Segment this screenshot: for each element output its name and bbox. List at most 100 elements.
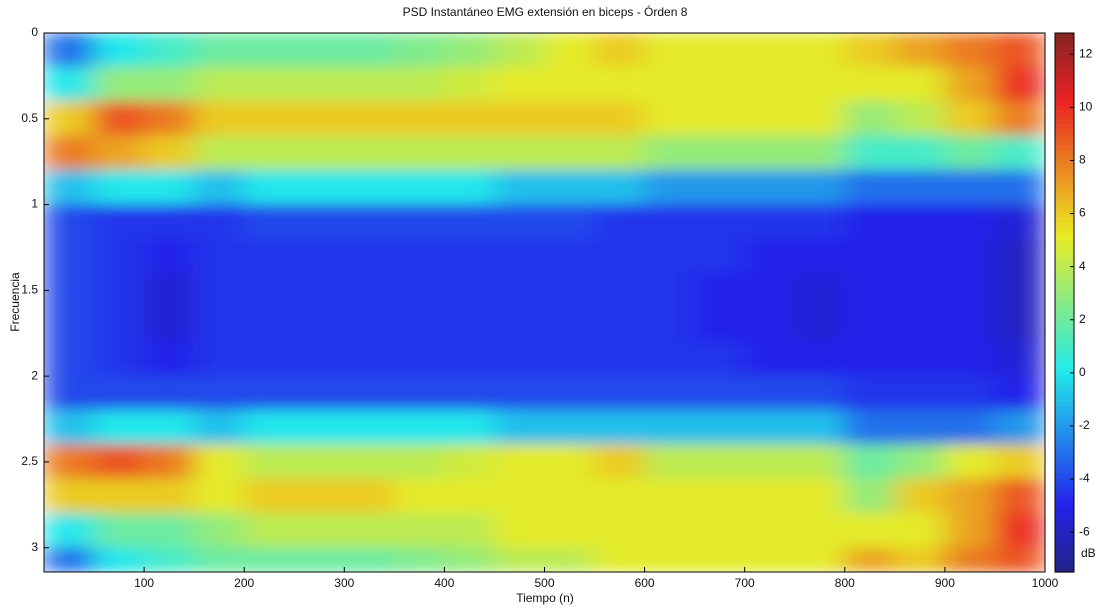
colorbar-step [1055, 212, 1074, 218]
heatmap-cell [393, 444, 445, 480]
heatmap-cell [293, 66, 345, 103]
x-tick-label: 200 [234, 576, 254, 590]
heatmap-cell [143, 238, 195, 274]
heatmap-cell [744, 512, 796, 549]
heatmap-cell [794, 444, 846, 480]
heatmap-cell [944, 272, 996, 309]
colorbar-step [1055, 459, 1074, 465]
heatmap-cell [594, 375, 646, 411]
heatmap-cell [994, 375, 1045, 411]
colorbar-step [1055, 531, 1074, 537]
heatmap-cell [293, 169, 345, 206]
heatmap-cell [644, 341, 696, 377]
heatmap-cell [544, 101, 596, 137]
heatmap-cell [594, 547, 646, 572]
heatmap-cell [193, 307, 245, 343]
heatmap-cell [493, 341, 545, 377]
heatmap-cell [243, 547, 295, 572]
colorbar-step [1055, 383, 1074, 389]
heatmap-cell [544, 444, 596, 480]
heatmap-cell [393, 547, 445, 572]
heatmap-cell [994, 101, 1045, 137]
colorbar-step [1055, 289, 1074, 295]
colorbar-step [1055, 194, 1074, 200]
heatmap-cell [944, 341, 996, 377]
heatmap-cell [343, 547, 395, 572]
colorbar-step [1055, 122, 1074, 128]
heatmap-cell [544, 238, 596, 274]
colorbar-step [1055, 513, 1074, 519]
heatmap-cell [744, 444, 796, 480]
colorbar-step [1055, 86, 1074, 92]
heatmap-cell [544, 409, 596, 446]
colorbar-step [1055, 77, 1074, 84]
colorbar-step [1055, 302, 1074, 308]
colorbar-step [1055, 181, 1074, 187]
heatmap-cell [343, 66, 395, 103]
heatmap-cell [493, 101, 545, 137]
heatmap-cell [93, 409, 145, 446]
heatmap-cell [293, 478, 345, 514]
heatmap-cell [794, 135, 846, 171]
heatmap-cell [44, 272, 95, 309]
colorbar-step [1055, 176, 1074, 182]
heatmap-cell [493, 272, 545, 309]
colorbar-step [1055, 33, 1074, 39]
heatmap-cell [944, 101, 996, 137]
heatmap-cell [744, 307, 796, 343]
heatmap-cell [443, 409, 495, 446]
heatmap-cell [243, 238, 295, 274]
colorbar-tick-label: 6 [1079, 206, 1086, 220]
heatmap-cell [443, 272, 495, 309]
heatmap-cell [644, 33, 696, 68]
heatmap-cell [594, 272, 646, 309]
heatmap-cell [894, 272, 946, 309]
colorbar: -6 -4 -2 0 2 4 6 8 10 12 dB [1054, 32, 1096, 573]
heatmap-cell [93, 375, 145, 411]
heatmap-cell [844, 512, 896, 549]
heatmap-cell [393, 101, 445, 137]
heatmap-cell [544, 478, 596, 514]
heatmap-cell [944, 444, 996, 480]
heatmap-cell [994, 547, 1045, 572]
heatmap-cell [93, 101, 145, 137]
heatmap-cell [443, 66, 495, 103]
heatmap-cell [343, 375, 395, 411]
heatmap-cell [944, 307, 996, 343]
x-tick-label: 300 [334, 576, 354, 590]
heatmap-cell [944, 66, 996, 103]
y-tick-label: 2.5 [21, 454, 38, 468]
heatmap-cell [193, 101, 245, 137]
heatmap-cell [293, 135, 345, 171]
heatmap-cell [994, 272, 1045, 309]
colorbar-step [1055, 356, 1074, 362]
heatmap-cell [143, 512, 195, 549]
heatmap-cell [944, 169, 996, 206]
y-tick-label: 1 [31, 197, 38, 211]
heatmap-cell [844, 101, 896, 137]
heatmap-cell [343, 478, 395, 514]
heatmap-cell [343, 33, 395, 68]
colorbar-step [1055, 338, 1074, 344]
colorbar-step [1055, 455, 1074, 461]
colorbar-step [1055, 500, 1074, 506]
heatmap-cell [493, 375, 545, 411]
colorbar-tick-label: 0 [1079, 365, 1086, 379]
heatmap-cell [193, 375, 245, 411]
heatmap-cell [994, 33, 1045, 68]
heatmap-cell [443, 478, 495, 514]
heatmap-cell [894, 478, 946, 514]
heatmap-cell [694, 33, 746, 68]
colorbar-step [1055, 482, 1074, 488]
colorbar-step [1055, 257, 1074, 263]
heatmap-cell [594, 341, 646, 377]
heatmap-cell [343, 169, 395, 206]
heatmap-cell [544, 341, 596, 377]
heatmap-cell [794, 409, 846, 446]
colorbar-step [1055, 522, 1074, 528]
heatmap-cell [844, 444, 896, 480]
heatmap-cell [443, 444, 495, 480]
heatmap-cell [93, 238, 145, 274]
colorbar-step [1055, 50, 1074, 57]
colorbar-step [1055, 468, 1074, 474]
